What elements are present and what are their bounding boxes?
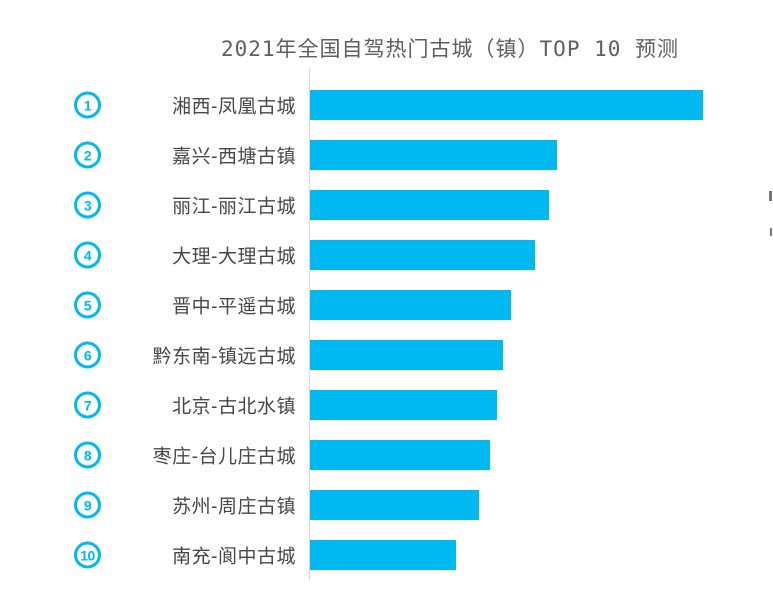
bar <box>310 190 549 220</box>
rank-number: 6 <box>83 347 92 363</box>
rank-number: 3 <box>83 197 92 213</box>
chart-row: 2 嘉兴-西塘古镇 <box>0 130 773 180</box>
clipped-glyph-fragment <box>769 191 772 201</box>
category-label: 丽江-丽江古城 <box>172 196 296 218</box>
bar <box>310 390 497 420</box>
chart-row: 5 晋中-平遥古城 <box>0 280 773 330</box>
category-label: 大理-大理古城 <box>172 246 296 268</box>
bar <box>310 540 456 570</box>
rank-number: 7 <box>83 397 92 413</box>
clipped-glyph-fragment <box>770 228 772 236</box>
chart-row: 6 黔东南-镇远古城 <box>0 330 773 380</box>
rank-badge: 9 <box>74 491 101 519</box>
rank-number: 9 <box>83 497 92 513</box>
rank-number: 2 <box>83 147 92 163</box>
bar <box>310 340 503 370</box>
category-label: 南充-阆中古城 <box>172 546 296 568</box>
rank-badge: 7 <box>74 391 101 419</box>
rank-badge: 3 <box>74 191 101 219</box>
rank-number: 4 <box>83 247 92 263</box>
bar <box>310 240 535 270</box>
bar <box>310 290 511 320</box>
rank-number: 1 <box>83 97 92 113</box>
rank-number: 5 <box>83 297 92 313</box>
category-label: 苏州-周庄古镇 <box>172 496 296 518</box>
category-axis-line <box>309 69 310 581</box>
chart-row: 7 北京-古北水镇 <box>0 380 773 430</box>
rank-badge: 10 <box>74 541 101 569</box>
category-label: 枣庄-台儿庄古城 <box>152 446 296 468</box>
rank-badge: 8 <box>74 441 101 469</box>
category-label: 晋中-平遥古城 <box>172 296 296 318</box>
rank-number: 10 <box>80 547 95 563</box>
chart-row: 9 苏州-周庄古镇 <box>0 480 773 530</box>
category-label: 嘉兴-西塘古镇 <box>172 146 296 168</box>
chart-title: 2021年全国自驾热门古城（镇）TOP 10 预测 <box>220 37 680 61</box>
rank-badge: 5 <box>74 291 101 319</box>
chart-row: 8 枣庄-台儿庄古城 <box>0 430 773 480</box>
chart-row: 1 湘西-凤凰古城 <box>0 80 773 130</box>
bar <box>310 490 479 520</box>
category-label: 北京-古北水镇 <box>172 396 296 418</box>
rank-badge: 2 <box>74 141 101 169</box>
chart-row: 10 南充-阆中古城 <box>0 530 773 580</box>
chart-row: 3 丽江-丽江古城 <box>0 180 773 230</box>
bar <box>310 140 557 170</box>
chart-row: 4 大理-大理古城 <box>0 230 773 280</box>
category-label: 湘西-凤凰古城 <box>172 96 296 118</box>
rank-badge: 6 <box>74 341 101 369</box>
rank-number: 8 <box>83 447 92 463</box>
bar <box>310 440 490 470</box>
rank-badge: 4 <box>74 241 101 269</box>
bar <box>310 90 703 120</box>
rank-badge: 1 <box>74 91 101 119</box>
category-label: 黔东南-镇远古城 <box>152 346 296 368</box>
